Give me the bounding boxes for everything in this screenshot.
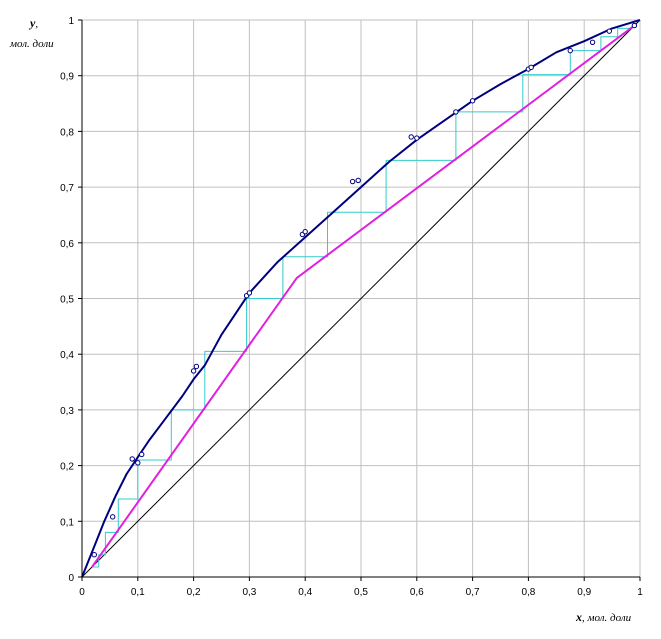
experimental-point bbox=[349, 178, 356, 185]
y-axis-title: y, bbox=[28, 16, 38, 30]
x-tick-label: 0 bbox=[79, 587, 85, 598]
x-tick-label: 0,8 bbox=[521, 587, 535, 598]
x-tick-label: 0,2 bbox=[187, 587, 201, 598]
y-tick-label: 0,7 bbox=[60, 183, 74, 194]
x-tick-label: 1 bbox=[637, 587, 643, 598]
y-tick-label: 0,6 bbox=[60, 239, 74, 250]
y-axis-sep: , bbox=[35, 18, 38, 30]
experimental-point bbox=[453, 109, 459, 115]
x-tick-label: 0,7 bbox=[466, 587, 480, 598]
y-axis-var: y bbox=[28, 16, 36, 30]
experimental-point bbox=[190, 368, 197, 374]
x-tick-label: 0,6 bbox=[410, 587, 424, 598]
y-tick-label: 0,5 bbox=[60, 295, 74, 306]
series-layer bbox=[81, 19, 641, 578]
y-axis-unit: мол. доли bbox=[9, 38, 54, 50]
x-tick-label: 0,3 bbox=[242, 587, 256, 598]
x-tick-label: 0,5 bbox=[354, 587, 368, 598]
experimental-point bbox=[408, 134, 414, 140]
x-axis-var: x bbox=[575, 610, 582, 624]
experimental-point bbox=[139, 451, 145, 458]
experimental-point bbox=[567, 47, 573, 54]
y-tick-label: 0,1 bbox=[60, 517, 74, 528]
experimental-point bbox=[109, 514, 116, 520]
y-tick-label: 0,2 bbox=[60, 462, 74, 473]
y-tick-label: 0,9 bbox=[60, 72, 74, 83]
experimental-point bbox=[606, 28, 613, 34]
experimental-point bbox=[469, 98, 476, 104]
experimental-point bbox=[631, 22, 638, 29]
stage-steps-line bbox=[92, 27, 632, 568]
experimental-point bbox=[589, 39, 596, 45]
y-tick-label: 0 bbox=[68, 573, 74, 584]
tick-layer: 0 0,1 0,2 0,3 0,4 0,5 0,6 0,7 0,8 0,9 1 0 0,1 0,2 0,3 0… bbox=[60, 16, 643, 598]
equilibrium-curve bbox=[81, 19, 641, 578]
experimental-point bbox=[355, 177, 361, 184]
x-tick-label: 0,4 bbox=[298, 587, 312, 598]
experimental-point bbox=[129, 456, 135, 462]
y-tick-label: 0,3 bbox=[60, 406, 74, 417]
experimental-point bbox=[91, 552, 97, 558]
experimental-point bbox=[193, 363, 200, 370]
x-tick-label: 0,1 bbox=[131, 587, 145, 598]
y-tick-label: 0,8 bbox=[60, 127, 74, 138]
operating-line bbox=[91, 24, 635, 568]
experimental-point bbox=[302, 228, 308, 235]
diagonal-line bbox=[81, 19, 641, 578]
x-tick-label: 0,9 bbox=[577, 587, 591, 598]
experimental-point bbox=[528, 64, 534, 71]
experimental-point bbox=[135, 460, 141, 466]
x-axis-title: x, мол. доли bbox=[575, 610, 632, 624]
x-axis-unit: , мол. доли bbox=[582, 612, 632, 624]
y-tick-label: 0,4 bbox=[60, 350, 74, 361]
experimental-point bbox=[246, 290, 253, 296]
y-tick-label: 1 bbox=[68, 16, 74, 27]
experimental-point bbox=[414, 135, 420, 141]
